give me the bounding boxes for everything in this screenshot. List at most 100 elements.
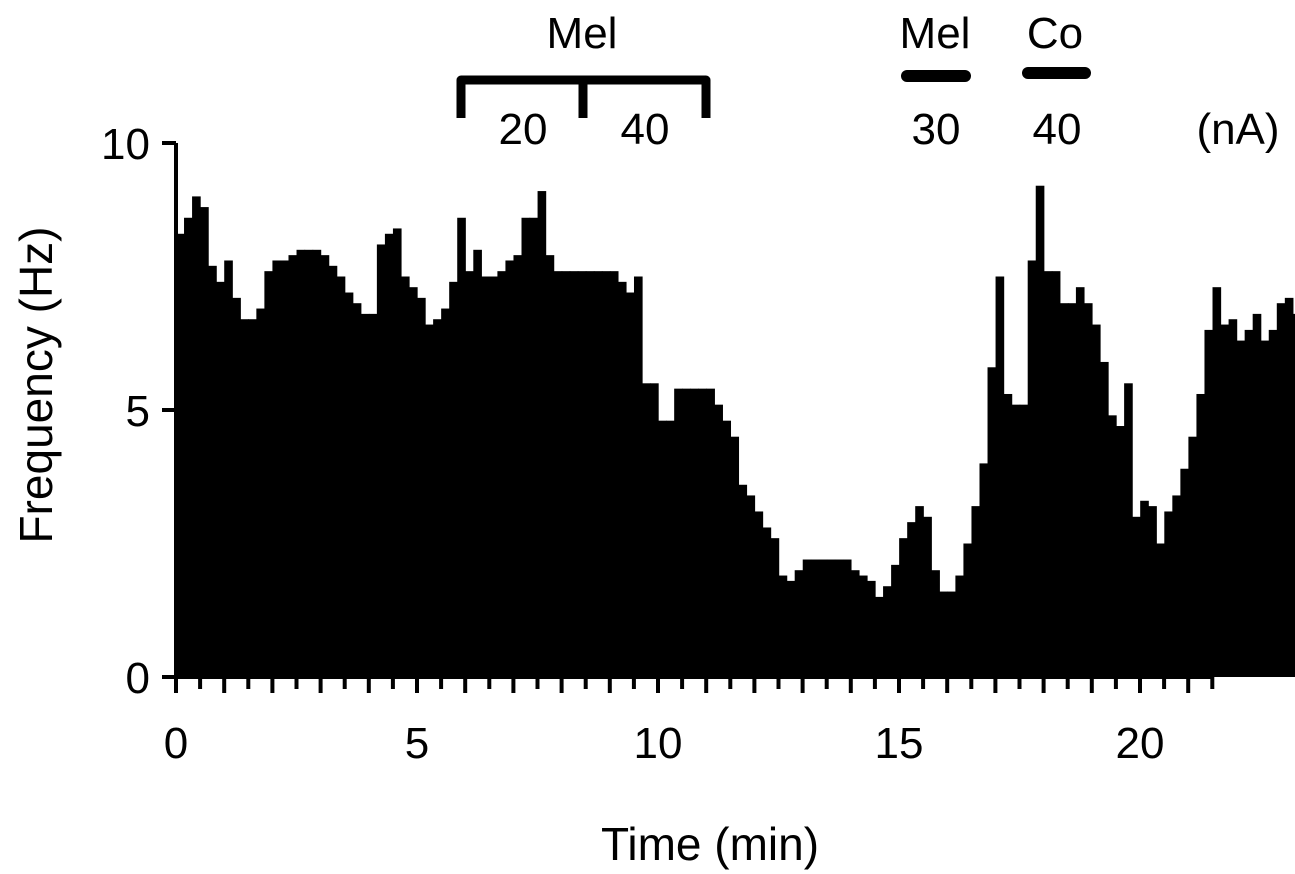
mel-dose-40: 40 xyxy=(621,105,670,154)
histogram-bar xyxy=(368,313,378,677)
histogram-bar xyxy=(617,281,627,677)
histogram-bar xyxy=(248,319,257,677)
histogram-bar xyxy=(1075,287,1085,677)
histogram-bar xyxy=(256,308,265,677)
x-tick-label: 20 xyxy=(1116,719,1165,768)
histogram-bar xyxy=(1204,329,1214,677)
histogram-bar xyxy=(923,516,932,677)
histogram-bar xyxy=(344,292,354,677)
histogram-bar xyxy=(810,559,820,677)
histogram-bar xyxy=(336,276,346,677)
histogram-bar xyxy=(609,271,619,677)
histogram-bar xyxy=(642,383,651,677)
x-tick-label: 0 xyxy=(164,719,188,768)
histogram-bar xyxy=(1091,324,1101,677)
histogram-bar xyxy=(457,217,466,677)
histogram-bar xyxy=(328,265,338,677)
histogram-bar xyxy=(842,559,852,677)
histogram-bar xyxy=(1292,313,1295,677)
histogram-bar xyxy=(1188,436,1198,677)
histogram-bar xyxy=(1228,319,1238,677)
histogram-bar xyxy=(1027,260,1037,677)
drug-annotations: Mel 20 40 Mel 30 Co 40 (nA) xyxy=(456,9,1280,154)
histogram-bar xyxy=(1156,543,1165,677)
histogram-bar xyxy=(1140,500,1149,677)
histogram-bar xyxy=(939,591,948,677)
histogram-bar xyxy=(915,506,924,677)
histogram-bar xyxy=(987,367,997,677)
histogram-bar xyxy=(625,292,635,677)
y-axis-label: Frequency (Hz) xyxy=(10,227,62,544)
histogram-bar xyxy=(730,436,740,677)
histogram-bar xyxy=(1220,324,1230,677)
histogram-bar xyxy=(1043,271,1053,677)
histogram-bar xyxy=(666,420,675,677)
histogram-bar xyxy=(264,271,274,677)
histogram-bar xyxy=(449,281,458,677)
x-tick-label: 15 xyxy=(875,719,924,768)
histogram-bar xyxy=(601,271,611,677)
histogram-bar xyxy=(883,586,892,677)
histogram-bar xyxy=(858,575,868,677)
histogram-bar xyxy=(200,207,209,677)
histogram-bar xyxy=(216,281,225,677)
histogram-bar xyxy=(722,420,732,677)
histogram-bar xyxy=(738,484,748,677)
histogram-bar xyxy=(682,388,691,677)
tick-labels: 0 5 10 15 20 0 5 10 xyxy=(101,120,1164,768)
histogram-bar xyxy=(208,265,217,677)
histogram-bar xyxy=(762,527,772,677)
histogram-bar xyxy=(569,271,579,677)
histogram-bar xyxy=(706,388,715,677)
histogram-bar xyxy=(995,276,1005,677)
histogram-bar xyxy=(192,196,201,677)
histogram-bar xyxy=(1116,426,1125,677)
mel-bracket-label: Mel xyxy=(547,9,618,58)
histogram-bar xyxy=(818,559,828,677)
histogram-bar xyxy=(1172,495,1181,677)
histogram-bar xyxy=(1100,361,1109,677)
histogram-bar xyxy=(232,297,241,677)
histogram-bar xyxy=(690,388,699,677)
histogram-bar xyxy=(794,570,804,677)
histogram-bar xyxy=(650,383,659,677)
histogram-bar xyxy=(176,233,185,677)
histogram-bar xyxy=(786,580,796,677)
histogram-bar xyxy=(1252,313,1262,677)
histogram-bar xyxy=(1059,303,1069,677)
histogram-bar xyxy=(875,596,884,677)
histogram-bar xyxy=(899,538,908,677)
histogram-bar xyxy=(1051,271,1061,677)
histogram-bar xyxy=(1035,185,1045,677)
current-unit-label: (nA) xyxy=(1196,105,1279,154)
histogram-bar xyxy=(545,255,555,677)
histogram-bar xyxy=(489,276,498,677)
histogram-bar xyxy=(674,388,683,677)
histogram-bar xyxy=(1011,404,1021,677)
histogram-bar xyxy=(834,559,844,677)
histogram-bar xyxy=(1196,393,1206,677)
mel-dose-20: 20 xyxy=(499,105,548,154)
histogram-bar xyxy=(658,420,667,677)
histogram-bar xyxy=(1132,516,1141,677)
histogram-bar xyxy=(778,575,788,677)
histogram-bar xyxy=(1268,329,1278,677)
histogram-bar xyxy=(513,255,523,677)
histogram-bar xyxy=(441,308,450,677)
histogram-bar xyxy=(184,217,193,677)
histogram-bar xyxy=(955,575,965,677)
co-dose: 40 xyxy=(1033,105,1082,154)
histogram-bar xyxy=(272,260,282,677)
histogram-bar xyxy=(746,495,756,677)
histogram-bar xyxy=(465,271,474,677)
histogram-bar xyxy=(585,271,595,677)
histogram-bar xyxy=(1244,329,1254,677)
histogram-bar xyxy=(1067,303,1077,677)
histogram-bar xyxy=(224,260,233,677)
histogram-bar xyxy=(473,249,482,678)
histogram-bar xyxy=(1148,506,1157,677)
y-tick-label: 5 xyxy=(126,387,150,436)
histogram-bar xyxy=(971,506,981,677)
histogram-bar xyxy=(1212,287,1222,677)
